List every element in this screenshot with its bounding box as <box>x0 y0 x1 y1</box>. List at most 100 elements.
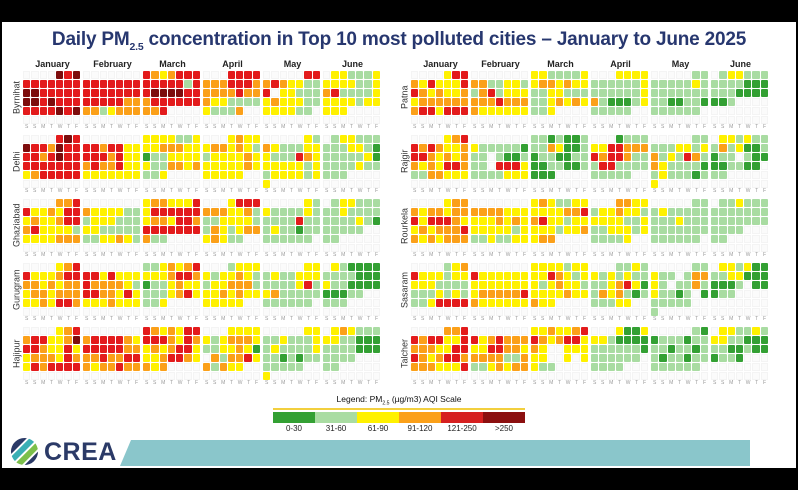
day-cell <box>471 298 479 307</box>
day-cell <box>347 216 356 225</box>
day-cell <box>184 88 192 97</box>
day-cell <box>219 216 227 225</box>
day-cell <box>56 335 64 344</box>
day-cell <box>419 79 427 88</box>
day-cell <box>531 161 539 170</box>
weekday-letter: W <box>57 379 63 386</box>
day-cell <box>512 207 520 216</box>
day-cell <box>659 234 667 243</box>
weekday-letter: T <box>289 379 294 386</box>
day-cell <box>356 152 364 161</box>
day-cell <box>744 371 752 380</box>
day-cell <box>219 262 227 271</box>
weekday-letter: T <box>455 379 459 386</box>
day-cell <box>411 161 419 170</box>
day-cell <box>203 289 211 298</box>
day-cell <box>520 97 528 106</box>
day-cell <box>427 353 435 362</box>
day-cell <box>632 234 640 243</box>
day-cell <box>435 97 444 106</box>
day-cell <box>192 335 200 344</box>
day-cell <box>151 161 159 170</box>
day-cell <box>460 326 468 335</box>
day-cell <box>143 371 151 380</box>
day-cell <box>675 115 684 124</box>
day-cell <box>23 79 31 88</box>
weekday-letter: T <box>677 123 682 130</box>
day-cell <box>331 143 339 152</box>
day-cell <box>624 79 632 88</box>
day-cell <box>700 298 708 307</box>
weekday-letter: M <box>221 187 226 194</box>
day-cell <box>151 362 159 371</box>
day-cell <box>356 207 364 216</box>
day-cell <box>203 143 211 152</box>
day-cell <box>372 134 380 143</box>
day-cell <box>572 97 580 106</box>
day-cell <box>659 152 667 161</box>
day-cell <box>744 161 752 170</box>
day-cell <box>495 106 504 115</box>
day-cell <box>435 344 444 353</box>
day-cell <box>487 362 495 371</box>
day-cell <box>547 143 555 152</box>
day-cell <box>219 97 227 106</box>
day-cell <box>675 280 684 289</box>
day-cell <box>419 234 427 243</box>
day-cell <box>347 362 356 371</box>
day-cell <box>667 362 675 371</box>
day-cell <box>304 70 312 79</box>
day-cell <box>287 216 296 225</box>
day-cell <box>31 70 39 79</box>
day-cell <box>39 216 47 225</box>
day-cell <box>675 353 684 362</box>
weekday-letter: T <box>677 187 682 194</box>
day-cell <box>564 152 572 161</box>
weekday-letter: T <box>367 251 371 258</box>
day-cell <box>539 280 547 289</box>
day-cell <box>252 143 260 152</box>
month-label-may: May <box>283 59 302 70</box>
day-cell <box>252 179 260 188</box>
day-cell <box>83 353 91 362</box>
day-cell <box>244 243 252 252</box>
weekday-letter: F <box>134 123 138 130</box>
day-cell <box>700 79 708 88</box>
day-cell <box>184 344 192 353</box>
day-cell <box>167 152 176 161</box>
day-cell <box>83 271 91 280</box>
weekday-letter: T <box>289 187 294 194</box>
day-cell <box>632 362 640 371</box>
day-cell <box>487 152 495 161</box>
day-cell <box>167 143 176 152</box>
day-cell <box>176 289 184 298</box>
day-cell <box>624 225 632 234</box>
day-cell <box>684 106 692 115</box>
day-cell <box>167 115 176 124</box>
day-cell <box>244 170 252 179</box>
day-cell <box>83 298 91 307</box>
day-cell <box>624 152 632 161</box>
day-cell <box>56 243 64 252</box>
day-cell <box>572 115 580 124</box>
day-cell <box>236 161 244 170</box>
day-cell <box>99 170 107 179</box>
day-cell <box>640 326 648 335</box>
day-cell <box>296 88 304 97</box>
day-cell <box>692 88 700 97</box>
day-cell <box>227 161 236 170</box>
day-cell <box>323 198 331 207</box>
day-cell <box>347 152 356 161</box>
day-cell <box>692 161 700 170</box>
day-cell <box>143 179 151 188</box>
day-cell <box>287 207 296 216</box>
day-cell <box>159 170 167 179</box>
day-cell <box>495 298 504 307</box>
day-cell <box>64 152 72 161</box>
day-cell <box>572 143 580 152</box>
weekday-letter: S <box>153 187 157 194</box>
day-cell <box>279 88 287 97</box>
day-cell <box>203 179 211 188</box>
